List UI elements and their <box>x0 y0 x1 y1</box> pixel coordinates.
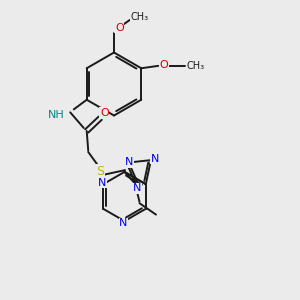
Text: O: O <box>115 22 124 33</box>
Text: CH₃: CH₃ <box>186 61 204 71</box>
Text: NH: NH <box>48 110 65 120</box>
Text: O: O <box>159 60 168 70</box>
Text: N: N <box>119 218 128 229</box>
Text: N: N <box>133 183 141 193</box>
Text: S: S <box>96 165 104 178</box>
Text: O: O <box>100 108 109 118</box>
Text: N: N <box>151 154 159 164</box>
Text: N: N <box>98 178 106 188</box>
Text: CH₃: CH₃ <box>130 12 148 22</box>
Text: N: N <box>125 157 134 167</box>
